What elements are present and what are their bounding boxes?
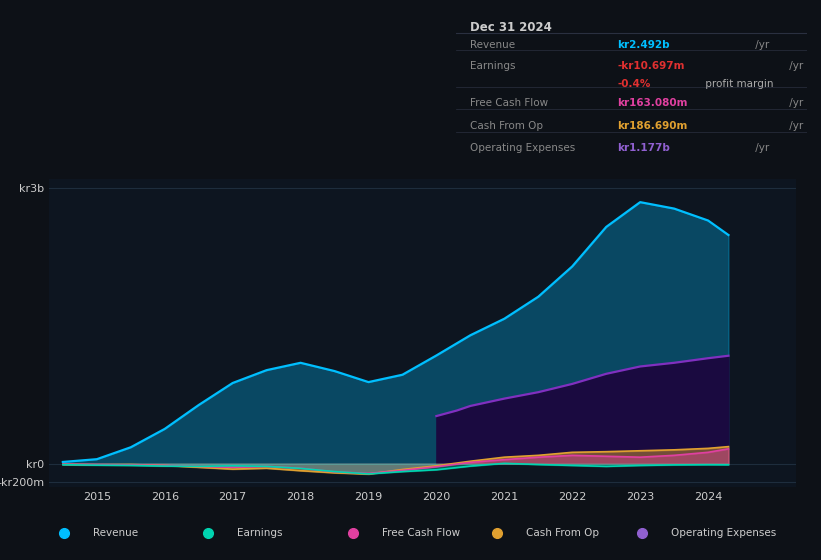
Text: Operating Expenses: Operating Expenses: [470, 143, 575, 153]
Text: Cash From Op: Cash From Op: [526, 529, 599, 538]
Text: profit margin: profit margin: [702, 79, 773, 89]
Text: /yr: /yr: [752, 143, 769, 153]
Text: /yr: /yr: [786, 62, 803, 72]
Text: Free Cash Flow: Free Cash Flow: [470, 98, 548, 108]
Text: kr2.492b: kr2.492b: [617, 40, 670, 50]
Text: Earnings: Earnings: [470, 62, 516, 72]
Text: Operating Expenses: Operating Expenses: [671, 529, 776, 538]
Text: Revenue: Revenue: [93, 529, 138, 538]
Text: Free Cash Flow: Free Cash Flow: [382, 529, 460, 538]
Text: Revenue: Revenue: [470, 40, 515, 50]
Text: /yr: /yr: [786, 98, 803, 108]
Text: /yr: /yr: [752, 40, 769, 50]
Text: kr1.177b: kr1.177b: [617, 143, 670, 153]
Text: Earnings: Earnings: [237, 529, 282, 538]
Text: /yr: /yr: [786, 120, 803, 130]
Text: kr186.690m: kr186.690m: [617, 120, 688, 130]
Text: kr163.080m: kr163.080m: [617, 98, 688, 108]
Text: Cash From Op: Cash From Op: [470, 120, 543, 130]
Text: Dec 31 2024: Dec 31 2024: [470, 21, 552, 34]
Text: -0.4%: -0.4%: [617, 79, 651, 89]
Text: -kr10.697m: -kr10.697m: [617, 62, 685, 72]
